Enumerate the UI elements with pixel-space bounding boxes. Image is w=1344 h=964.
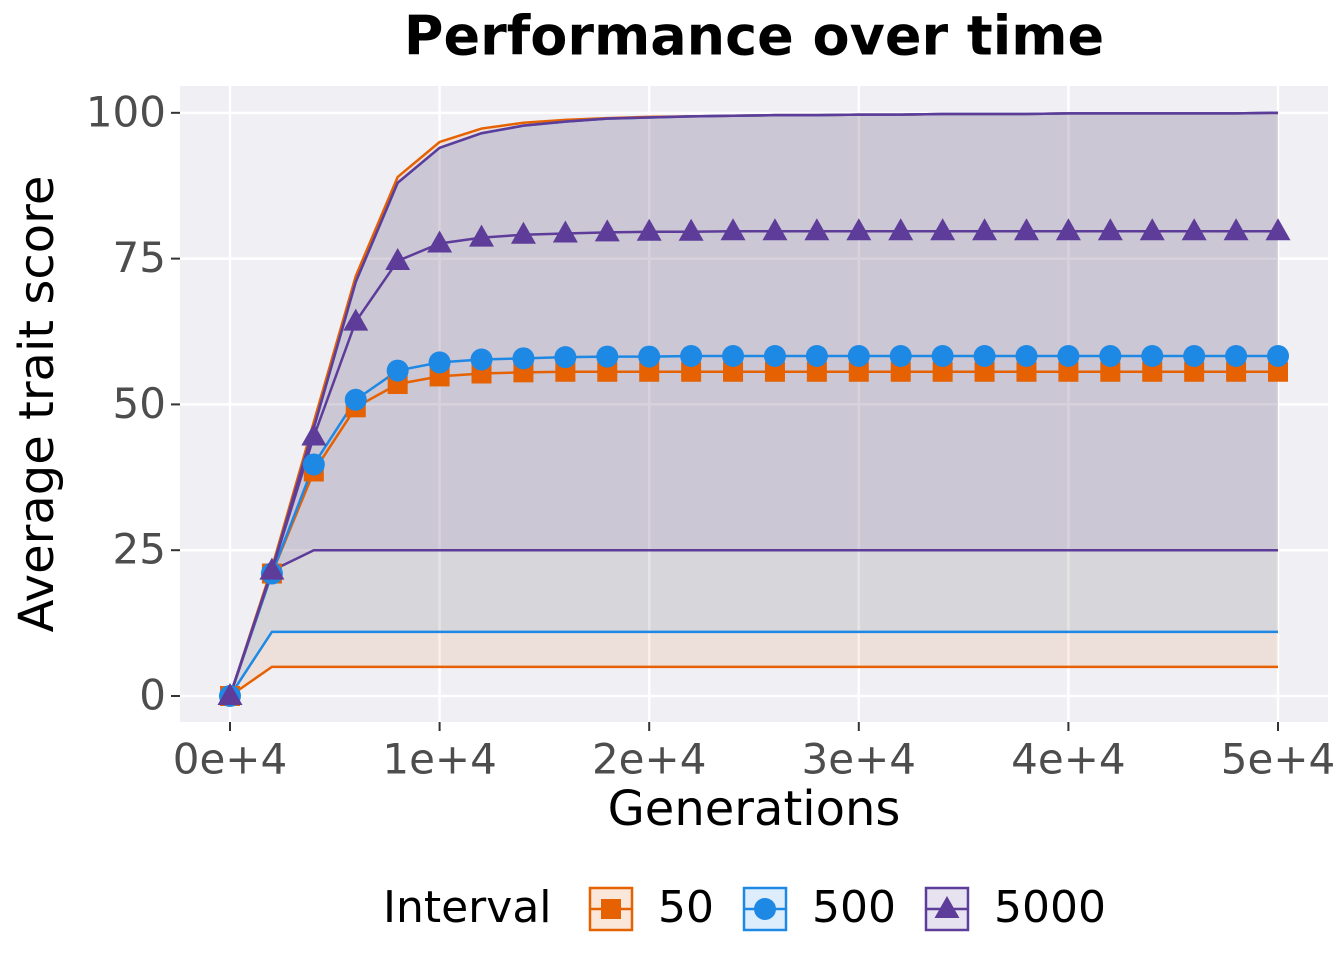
marker	[763, 345, 786, 368]
marker	[974, 361, 995, 382]
marker	[1139, 218, 1165, 241]
y-axis-title: Average trait score	[9, 176, 65, 633]
marker	[930, 218, 956, 241]
ribbon-edge	[228, 548, 1279, 697]
marker	[846, 218, 872, 241]
x-tick-label: 2e+4	[592, 735, 706, 784]
marker	[597, 361, 618, 382]
x-tick-label: 5e+4	[1221, 735, 1335, 784]
y-tick-label: 75	[113, 233, 166, 282]
marker	[301, 423, 327, 446]
marker	[972, 218, 998, 241]
legend-label: 5000	[994, 882, 1106, 933]
marker	[1225, 345, 1248, 368]
ribbon-edge	[228, 630, 1279, 697]
marker	[596, 345, 619, 368]
marker	[806, 361, 827, 382]
marker	[1223, 218, 1249, 241]
marker	[469, 224, 495, 247]
chart-title: Performance over time	[404, 5, 1104, 68]
marker	[552, 220, 578, 243]
marker	[762, 218, 788, 241]
marker	[720, 218, 746, 241]
marker	[890, 361, 911, 382]
y-tick-label: 0	[139, 670, 166, 719]
marker	[847, 345, 870, 368]
y-tick-label: 25	[113, 525, 166, 574]
marker	[1100, 361, 1121, 382]
marker	[1183, 345, 1206, 368]
marker	[678, 218, 704, 241]
marker	[1016, 361, 1037, 382]
marker	[889, 345, 912, 368]
marker	[848, 361, 869, 382]
marker	[470, 348, 493, 371]
marker	[1099, 345, 1122, 368]
marker	[804, 218, 830, 241]
x-tick-label: 4e+4	[1011, 735, 1125, 784]
marker	[764, 361, 785, 382]
marker	[428, 351, 451, 374]
marker	[427, 230, 453, 253]
legend-title: Interval	[383, 882, 552, 933]
marker	[805, 345, 828, 368]
x-tick-label: 0e+4	[173, 735, 287, 784]
marker	[934, 896, 960, 918]
y-tick-label: 100	[86, 87, 166, 136]
marker	[601, 899, 621, 919]
marker	[973, 345, 996, 368]
marker	[639, 361, 660, 382]
legend-label: 50	[658, 882, 714, 933]
marker	[723, 361, 744, 382]
marker	[1181, 218, 1207, 241]
y-tick-label: 50	[113, 379, 166, 428]
marker	[1057, 345, 1080, 368]
ribbon-edge	[228, 111, 1279, 697]
marker	[931, 345, 954, 368]
marker	[385, 247, 411, 270]
marker	[512, 347, 535, 370]
x-tick-label: 1e+4	[382, 735, 496, 784]
ribbon-edge	[229, 665, 1279, 698]
marker	[1226, 361, 1247, 382]
marker	[1268, 361, 1289, 382]
marker	[259, 557, 285, 580]
marker	[1055, 218, 1081, 241]
marker	[636, 218, 662, 241]
marker	[1265, 218, 1291, 241]
marker	[343, 308, 369, 331]
marker	[1097, 218, 1123, 241]
marker	[1013, 218, 1039, 241]
marker	[386, 359, 409, 382]
marker	[217, 682, 243, 705]
marker	[638, 345, 661, 368]
marker	[932, 361, 953, 382]
marker	[302, 453, 325, 476]
marker	[1142, 361, 1163, 382]
marker	[888, 218, 914, 241]
marker	[680, 345, 703, 368]
marker	[510, 221, 536, 244]
marker	[1141, 345, 1164, 368]
marker	[681, 361, 702, 382]
x-axis-title: Generations	[608, 781, 901, 837]
marker	[1058, 361, 1079, 382]
x-tick-label: 3e+4	[802, 735, 916, 784]
marker	[594, 219, 620, 242]
marker	[722, 345, 745, 368]
marker	[344, 388, 367, 411]
marker	[754, 898, 776, 920]
legend: Interval 50 500 5000	[383, 882, 1106, 933]
marker	[1267, 345, 1290, 368]
marker	[1015, 345, 1038, 368]
marker	[1184, 361, 1205, 382]
legend-label: 500	[812, 882, 896, 933]
marker	[554, 346, 577, 369]
